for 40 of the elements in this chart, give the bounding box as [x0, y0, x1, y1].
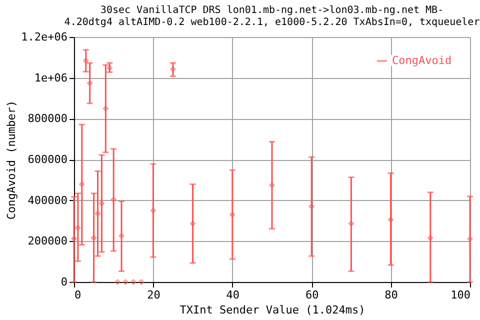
x-tick-label: 40 — [226, 288, 240, 302]
point — [308, 204, 314, 210]
point — [87, 80, 93, 86]
y-tick-label: 400000 — [28, 194, 68, 207]
point — [150, 208, 156, 214]
point — [110, 196, 116, 202]
point — [83, 58, 89, 64]
point — [102, 106, 108, 112]
point — [91, 235, 97, 241]
y-tick-label: 1e+06 — [34, 71, 68, 84]
point — [71, 236, 77, 242]
point — [190, 220, 196, 226]
y-tick-label: 1.2e+06 — [21, 30, 68, 44]
point — [79, 181, 85, 187]
point — [75, 224, 81, 230]
chart-title: 30sec VanillaTCP DRS lon01.mb-ng.net->lon03.mb-ng.net MB- 4.20dtg4 altAIMD-0.2 web100-2.2.1, e1000-5.2.20 TxAbsIn=0, txqueueler — [64, 5, 480, 28]
y-tick-label: 0 — [60, 276, 68, 288]
point — [269, 182, 275, 188]
x-tick-label: 60 — [305, 288, 319, 302]
legend-label: CongAvoid — [392, 54, 452, 67]
point — [467, 236, 473, 242]
y-tick-label: 600000 — [28, 153, 68, 166]
y-axis-title: CongAvoid (number) — [5, 100, 18, 220]
point — [118, 233, 124, 239]
y-tick-label: 800000 — [28, 112, 68, 126]
x-tick-label: 100 — [450, 288, 470, 302]
point — [114, 279, 120, 285]
x-tick-label: 20 — [147, 288, 160, 302]
point — [138, 279, 144, 285]
point — [130, 279, 136, 285]
point — [348, 220, 354, 226]
x-tick-label: 80 — [384, 288, 398, 302]
x-axis-title: TXInt Sender Value (1.024ms) — [180, 304, 366, 316]
point — [170, 66, 176, 72]
x-tick-label: 0 — [74, 288, 82, 302]
y-tick-label: 200000 — [28, 234, 68, 248]
point — [122, 279, 128, 285]
point — [106, 65, 112, 71]
point — [230, 212, 236, 218]
point — [428, 235, 434, 241]
